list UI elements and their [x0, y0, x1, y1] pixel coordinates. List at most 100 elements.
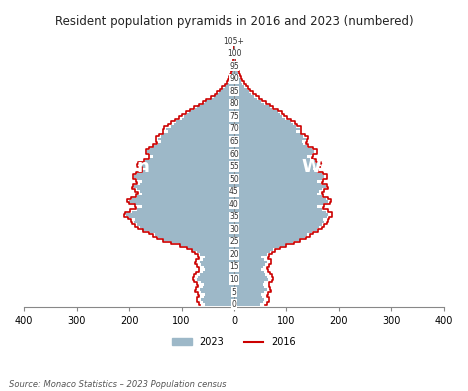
Bar [229, 80, 234, 83]
Bar [205, 256, 234, 258]
Bar [234, 266, 263, 268]
Bar [205, 303, 234, 306]
Bar [195, 108, 234, 110]
Bar [234, 223, 322, 226]
Bar [134, 176, 234, 178]
Bar [142, 170, 234, 173]
Bar [137, 188, 234, 190]
Text: 25: 25 [229, 237, 239, 246]
Bar [211, 98, 234, 100]
Bar [153, 145, 234, 148]
Bar [222, 88, 234, 90]
Bar [126, 213, 234, 215]
Bar [234, 231, 312, 233]
Bar [234, 208, 322, 210]
Bar [147, 150, 234, 153]
Bar [132, 210, 234, 213]
Bar [197, 251, 234, 253]
Bar [234, 291, 264, 293]
Bar [234, 206, 317, 208]
Bar [204, 283, 234, 286]
Bar [129, 215, 234, 218]
Bar [132, 198, 234, 201]
Bar [214, 95, 234, 98]
Bar [234, 176, 324, 178]
Bar [234, 243, 286, 246]
Bar [234, 90, 249, 93]
Bar [217, 93, 234, 95]
Bar [234, 70, 237, 72]
Bar [234, 105, 270, 108]
Bar [234, 138, 307, 140]
Bar [234, 140, 302, 143]
Bar [234, 303, 260, 306]
Bar [234, 251, 270, 253]
Bar [219, 90, 234, 93]
Bar [203, 102, 234, 105]
Bar [234, 246, 278, 248]
Bar [158, 138, 234, 140]
Bar [233, 70, 234, 72]
Text: 20: 20 [229, 250, 239, 259]
Bar [137, 223, 234, 226]
Bar [234, 210, 326, 213]
Bar [234, 145, 307, 148]
Bar [129, 201, 234, 203]
Title: Resident population pyramids in 2016 and 2023 (numbered): Resident population pyramids in 2016 and… [55, 15, 413, 28]
Bar [134, 221, 234, 223]
Bar [234, 68, 236, 70]
Bar [234, 298, 264, 301]
Bar [234, 170, 317, 173]
Bar [150, 231, 234, 233]
Bar [234, 115, 282, 118]
Bar [163, 238, 234, 240]
Legend: 2023, 2016: 2023, 2016 [168, 333, 300, 351]
Bar [234, 215, 328, 218]
Bar [150, 158, 234, 160]
Bar [234, 95, 254, 98]
Bar [234, 226, 319, 228]
Bar [234, 80, 241, 83]
Text: 45: 45 [229, 187, 239, 196]
Bar [234, 281, 264, 283]
Bar [203, 258, 234, 261]
Bar [150, 148, 234, 150]
Bar [234, 218, 323, 221]
Text: 60: 60 [229, 149, 239, 158]
Bar [153, 155, 234, 158]
Bar [142, 206, 234, 208]
Bar [139, 183, 234, 185]
Bar [137, 173, 234, 176]
Bar [174, 123, 234, 125]
Bar [202, 291, 234, 293]
Bar [234, 180, 317, 183]
Bar [225, 85, 234, 88]
Bar [234, 221, 324, 223]
Bar [230, 77, 234, 80]
Bar [234, 102, 264, 105]
Bar [187, 246, 234, 248]
Bar [161, 135, 234, 138]
Bar [234, 123, 293, 125]
Bar [179, 243, 234, 246]
Text: 5: 5 [232, 287, 236, 296]
Bar [234, 253, 266, 256]
Text: 80: 80 [229, 99, 239, 108]
Bar [184, 115, 234, 118]
Bar [233, 68, 234, 70]
Bar [234, 128, 300, 130]
Bar [200, 288, 234, 291]
Bar [234, 150, 314, 153]
Bar [168, 130, 234, 133]
Bar [150, 153, 234, 155]
Bar [234, 261, 266, 263]
Bar [182, 118, 234, 120]
Bar [234, 198, 326, 201]
Bar [227, 83, 234, 85]
Bar [134, 203, 234, 206]
Bar [234, 135, 303, 138]
Bar [203, 286, 234, 288]
Bar [234, 293, 261, 296]
Bar [234, 77, 240, 80]
Bar [204, 296, 234, 298]
